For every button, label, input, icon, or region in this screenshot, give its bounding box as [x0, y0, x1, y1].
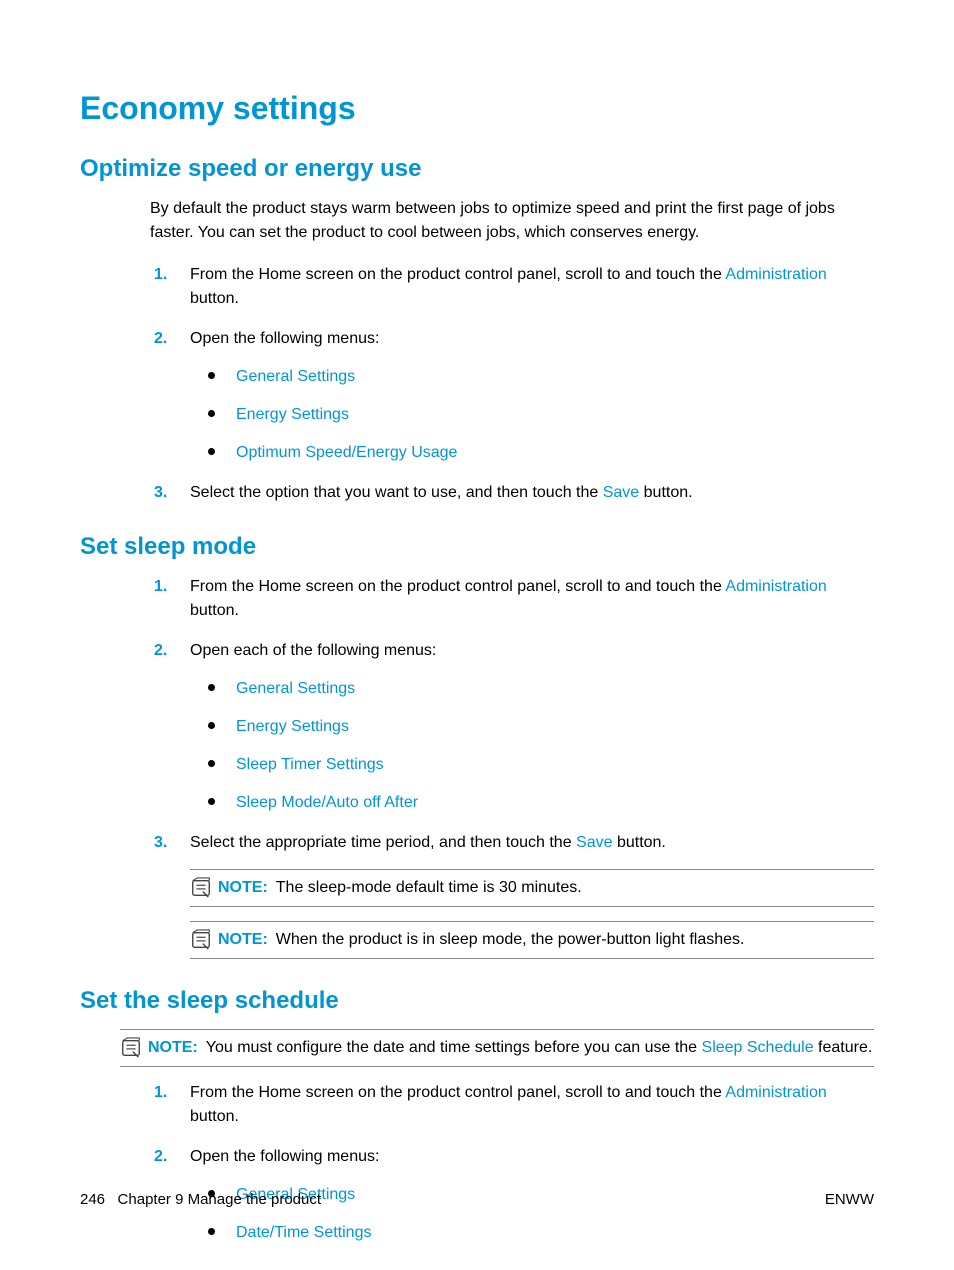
note-text: When the product is in sleep mode, the p…: [276, 931, 745, 948]
document-page: Economy settings Optimize speed or energ…: [0, 0, 954, 1245]
step-item: From the Home screen on the product cont…: [190, 1081, 874, 1129]
step-text: button.: [190, 602, 239, 619]
step-item: Open each of the following menus: Genera…: [190, 639, 874, 815]
note-text: The sleep-mode default time is 30 minute…: [276, 879, 582, 896]
step-item: From the Home screen on the product cont…: [190, 575, 874, 623]
step-text: Select the appropriate time period, and …: [190, 834, 576, 851]
step-text: button.: [190, 1108, 239, 1125]
note-content: NOTE: The sleep-mode default time is 30 m…: [218, 876, 582, 900]
save-link: Save: [603, 484, 639, 501]
note-box: NOTE: You must configure the date and tim…: [120, 1029, 874, 1067]
page-title-h1: Economy settings: [80, 90, 874, 127]
page-footer: 246 Chapter 9 Manage the product ENWW: [80, 1191, 874, 1208]
step-text: From the Home screen on the product cont…: [190, 1084, 725, 1101]
administration-link: Administration: [725, 578, 826, 595]
note-text: feature.: [814, 1039, 873, 1056]
note-label: NOTE:: [218, 879, 268, 896]
note-icon: [120, 1037, 142, 1059]
note-label: NOTE:: [218, 931, 268, 948]
save-link: Save: [576, 834, 612, 851]
menu-item: Sleep Mode/Auto off After: [208, 791, 874, 815]
administration-link: Administration: [725, 266, 826, 283]
note-content: NOTE: When the product is in sleep mode, …: [218, 928, 745, 952]
menu-item: Optimum Speed/Energy Usage: [208, 441, 874, 465]
section-heading-optimize: Optimize speed or energy use: [80, 155, 874, 183]
step-text: button.: [639, 484, 692, 501]
step-text: From the Home screen on the product cont…: [190, 266, 725, 283]
menu-item: Date/Time Settings: [208, 1221, 874, 1245]
footer-left: 246 Chapter 9 Manage the product: [80, 1191, 321, 1208]
note-content: NOTE: You must configure the date and tim…: [148, 1036, 872, 1060]
menu-item: Energy Settings: [208, 715, 874, 739]
step-text: Open each of the following menus:: [190, 642, 436, 659]
menu-item: General Settings: [208, 365, 874, 389]
steps-list-1: From the Home screen on the product cont…: [150, 263, 874, 505]
step-item: From the Home screen on the product cont…: [190, 263, 874, 311]
step-text: button.: [190, 290, 239, 307]
menu-item: Energy Settings: [208, 403, 874, 427]
step-item: Select the appropriate time period, and …: [190, 831, 874, 959]
note-icon: [190, 877, 212, 899]
step-text: Select the option that you want to use, …: [190, 484, 603, 501]
steps-list-2: From the Home screen on the product cont…: [150, 575, 874, 959]
step-item: Select the option that you want to use, …: [190, 481, 874, 505]
step-text: Open the following menus:: [190, 330, 379, 347]
menu-list: General Settings Energy Settings Optimum…: [208, 365, 874, 465]
intro-paragraph: By default the product stays warm betwee…: [150, 197, 874, 245]
menu-item: Sleep Timer Settings: [208, 753, 874, 777]
step-text: button.: [613, 834, 666, 851]
note-label: NOTE:: [148, 1039, 198, 1056]
menu-list: General Settings Energy Settings Sleep T…: [208, 677, 874, 815]
step-item: Open the following menus: General Settin…: [190, 327, 874, 465]
sleep-schedule-link: Sleep Schedule: [702, 1039, 814, 1056]
section-heading-sleep-schedule: Set the sleep schedule: [80, 987, 874, 1015]
footer-right: ENWW: [825, 1191, 874, 1208]
menu-item: General Settings: [208, 677, 874, 701]
chapter-label: Chapter 9 Manage the product: [118, 1191, 321, 1208]
note-text: You must configure the date and time set…: [206, 1039, 702, 1056]
steps-list-3: From the Home screen on the product cont…: [150, 1081, 874, 1245]
note-icon: [190, 929, 212, 951]
administration-link: Administration: [725, 1084, 826, 1101]
step-text: Open the following menus:: [190, 1148, 379, 1165]
note-box: NOTE: When the product is in sleep mode, …: [190, 921, 874, 959]
section-heading-sleep-mode: Set sleep mode: [80, 533, 874, 561]
page-number: 246: [80, 1191, 105, 1208]
step-text: From the Home screen on the product cont…: [190, 578, 725, 595]
note-box: NOTE: The sleep-mode default time is 30 m…: [190, 869, 874, 907]
